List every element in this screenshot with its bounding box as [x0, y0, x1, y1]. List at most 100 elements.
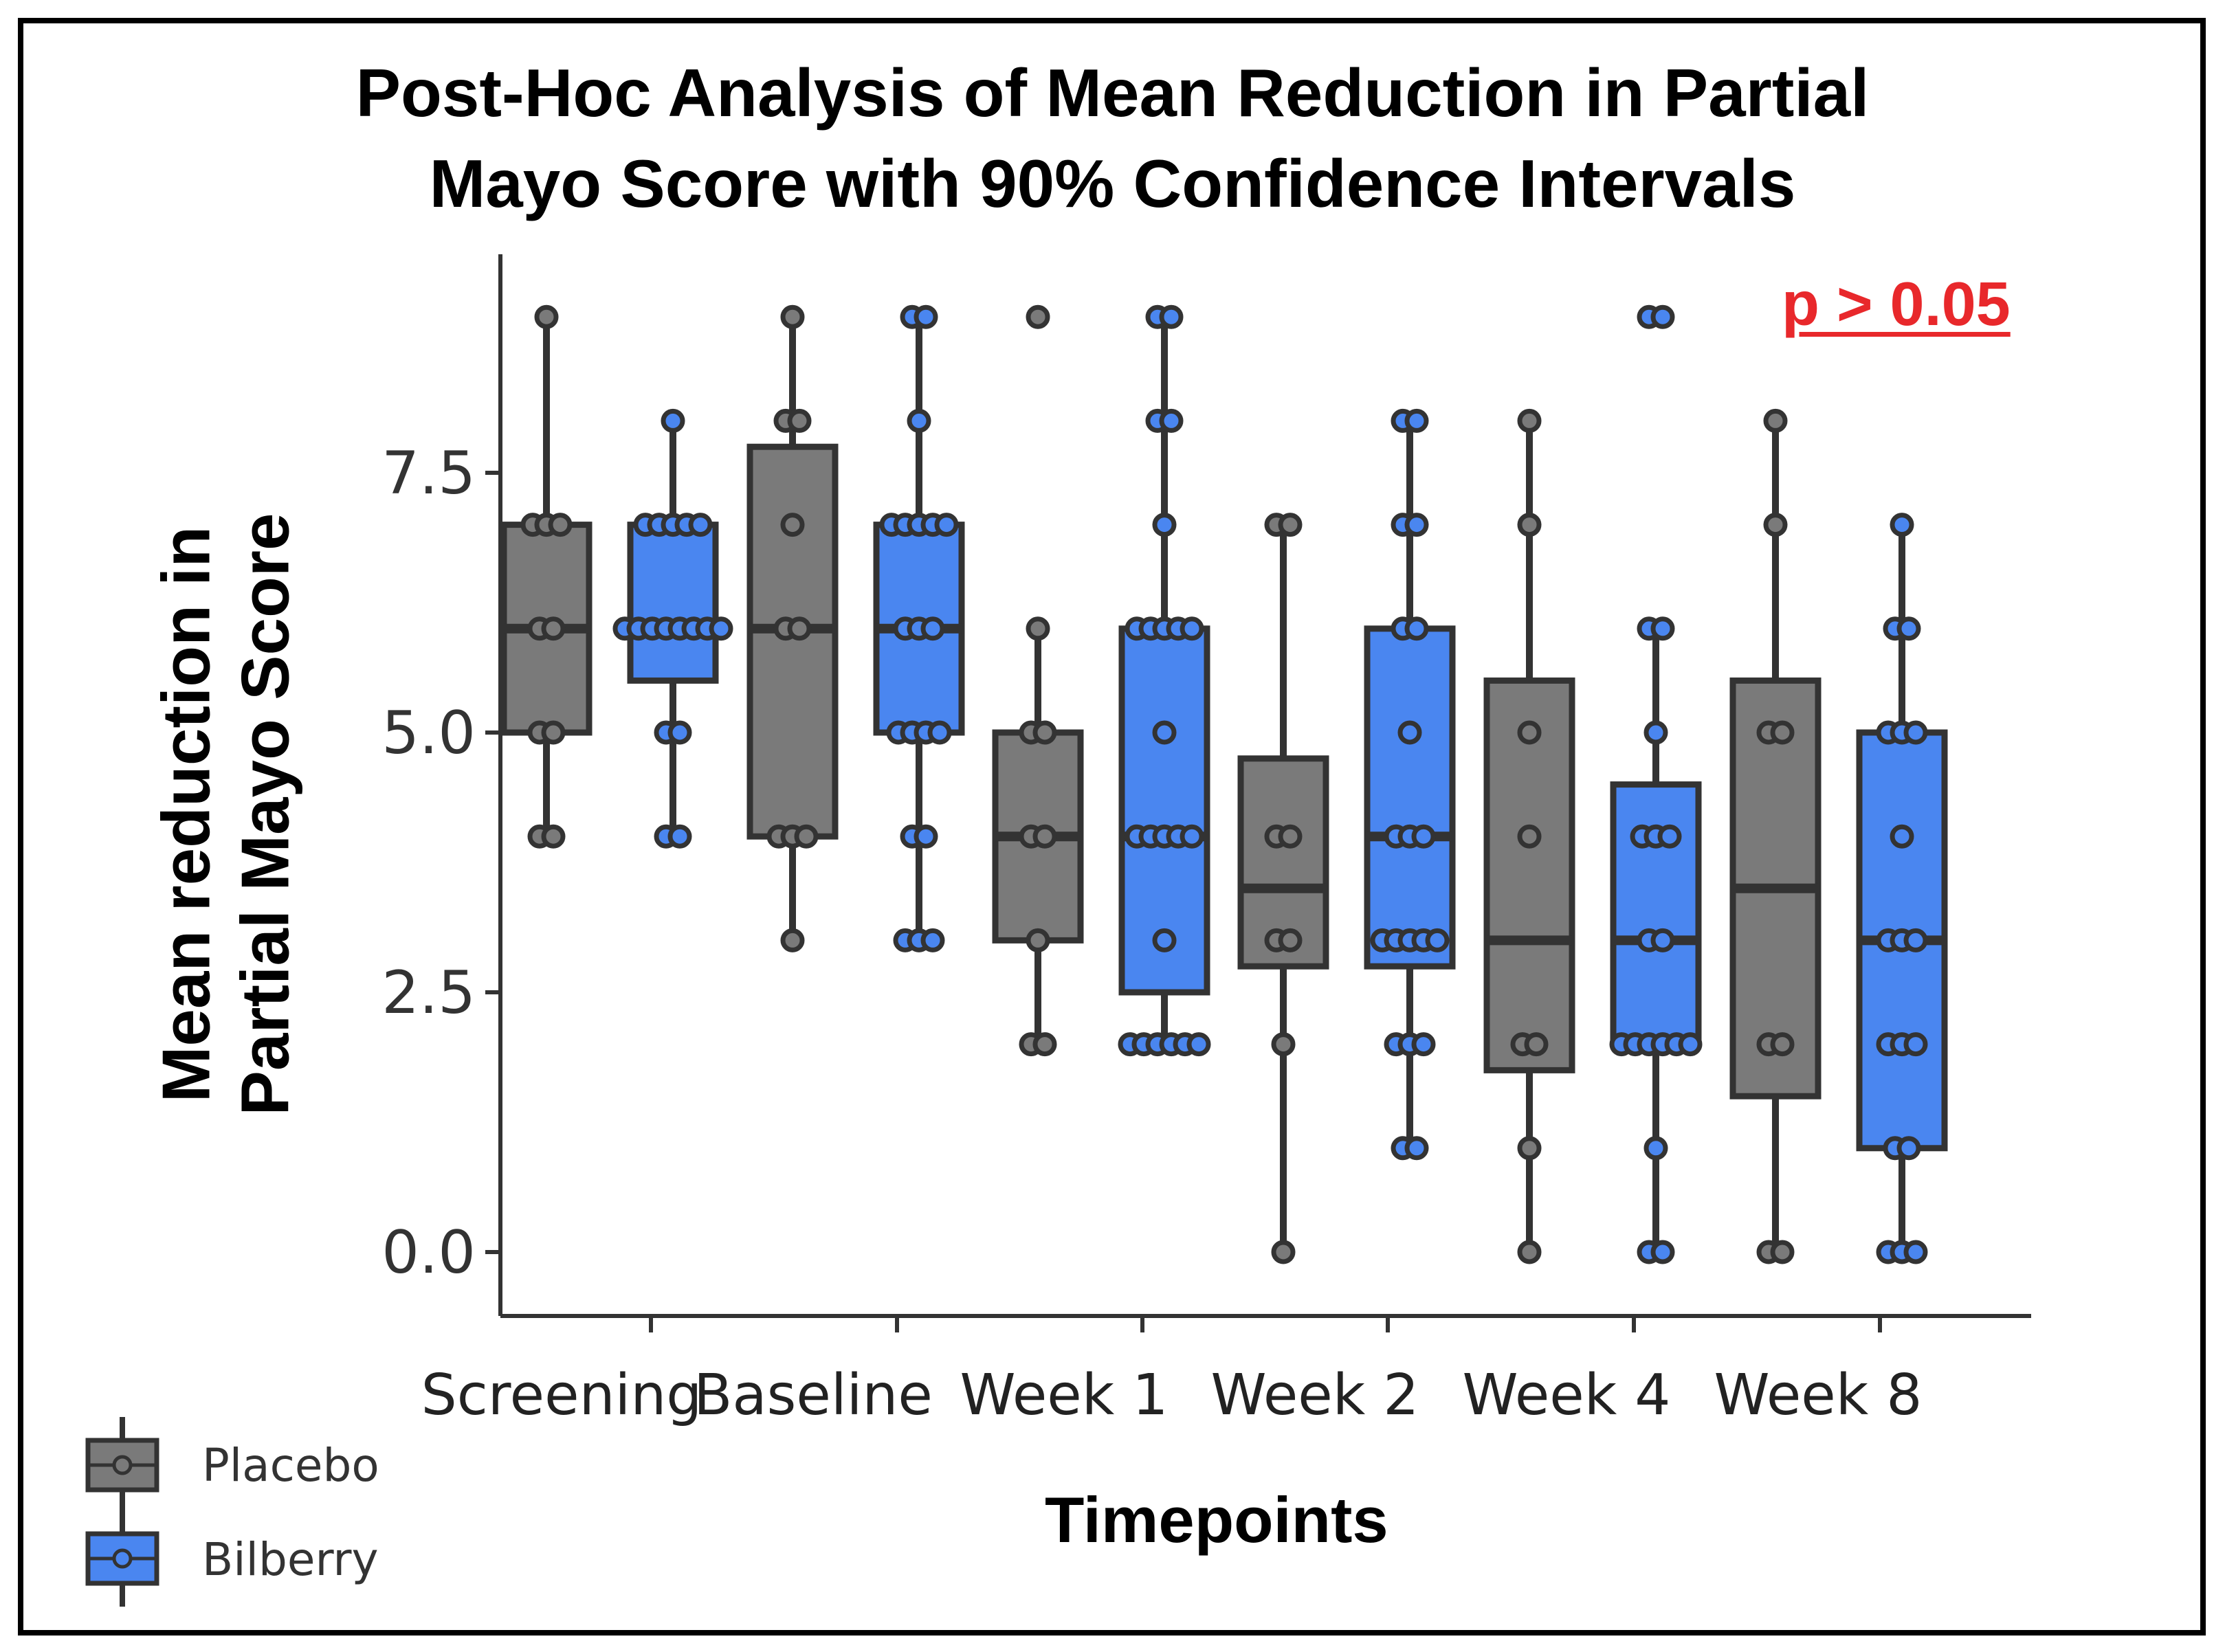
data-point-placebo — [1026, 616, 1050, 641]
data-point-placebo — [1271, 1032, 1296, 1057]
data-point-placebo — [541, 824, 566, 849]
legend-label-placebo: Placebo — [202, 1439, 379, 1492]
data-point-bilberry — [1903, 1032, 1928, 1057]
x-tick-label: Week 2 — [1211, 1363, 1419, 1428]
data-point-bilberry — [934, 513, 959, 537]
data-point-bilberry — [1404, 1136, 1429, 1161]
y-tick-label: 0.0 — [381, 1218, 476, 1287]
data-point-placebo — [1271, 1240, 1296, 1264]
data-point-bilberry — [1903, 1240, 1928, 1264]
data-point-bilberry — [1657, 824, 1682, 849]
data-point-placebo — [1517, 1136, 1542, 1161]
y-tick-label: 2.5 — [381, 959, 476, 1027]
data-point-bilberry — [1159, 408, 1184, 433]
data-point-bilberry — [667, 824, 692, 849]
chart-points — [520, 304, 1928, 1264]
data-point-placebo — [534, 304, 559, 329]
data-point-placebo — [541, 616, 566, 641]
chart-boxes — [500, 317, 1948, 1252]
data-point-placebo — [1026, 928, 1050, 952]
data-point-placebo — [787, 408, 812, 433]
data-point-placebo — [1517, 824, 1542, 849]
x-tick-label: Screening — [421, 1363, 702, 1428]
data-point-bilberry — [1650, 928, 1675, 952]
data-point-bilberry — [1186, 1032, 1211, 1057]
data-point-bilberry — [1896, 1136, 1921, 1161]
data-point-bilberry — [1404, 616, 1429, 641]
data-point-bilberry — [1650, 1240, 1675, 1264]
data-point-placebo — [1032, 720, 1057, 745]
data-point-placebo — [1032, 1032, 1057, 1057]
data-point-bilberry — [1404, 408, 1429, 433]
data-point-placebo — [1770, 1032, 1795, 1057]
legend-label-bilberry: Bilberry — [202, 1533, 379, 1586]
data-point-placebo — [1517, 720, 1542, 745]
data-point-placebo — [548, 513, 573, 537]
data-point-bilberry — [661, 408, 685, 433]
data-point-bilberry — [1411, 824, 1436, 849]
data-point-placebo — [1517, 513, 1542, 537]
y-tick-label: 5.0 — [381, 699, 476, 768]
chart-title-line-1: Post-Hoc Analysis of Mean Reduction in P… — [355, 55, 1870, 131]
data-point-bilberry — [927, 720, 952, 745]
data-point-bilberry — [1411, 1032, 1436, 1057]
data-point-bilberry — [1152, 513, 1177, 537]
x-tick-label: Week 8 — [1714, 1363, 1923, 1428]
data-point-placebo — [1026, 304, 1050, 329]
data-point-bilberry — [907, 408, 931, 433]
data-point-placebo — [787, 616, 812, 641]
x-tick-label: Baseline — [694, 1363, 933, 1428]
data-point-bilberry — [1890, 824, 1914, 849]
data-point-bilberry — [1678, 1032, 1703, 1057]
data-point-bilberry — [1180, 616, 1204, 641]
data-point-placebo — [1517, 408, 1542, 433]
data-point-placebo — [1278, 928, 1303, 952]
data-point-bilberry — [920, 928, 945, 952]
data-point-bilberry — [1903, 720, 1928, 745]
figure-frame — [18, 18, 2206, 1636]
data-point-placebo — [780, 304, 805, 329]
y-tick-label: 7.5 — [381, 439, 476, 508]
data-point-bilberry — [914, 304, 938, 329]
y-axis-label-line-1: Mean reduction in — [147, 526, 223, 1103]
data-point-bilberry — [1903, 928, 1928, 952]
data-point-placebo — [1770, 720, 1795, 745]
data-point-bilberry — [920, 616, 945, 641]
data-point-bilberry — [667, 720, 692, 745]
data-point-placebo — [1770, 1240, 1795, 1264]
data-point-bilberry — [1890, 513, 1914, 537]
data-point-bilberry — [709, 616, 733, 641]
legend-icon-bilberry-point — [112, 1548, 133, 1569]
box-placebo — [746, 443, 839, 840]
chart-title-line-2: Mayo Score with 90% Confidence Intervals — [429, 146, 1796, 221]
data-point-bilberry — [1650, 304, 1675, 329]
data-point-placebo — [1278, 513, 1303, 537]
data-point-placebo — [1032, 824, 1057, 849]
data-point-bilberry — [1650, 616, 1675, 641]
x-tick-label: Week 1 — [960, 1363, 1169, 1428]
data-point-placebo — [1524, 1032, 1549, 1057]
x-axis-label: Timepoints — [1045, 1484, 1388, 1556]
data-point-bilberry — [1643, 720, 1668, 745]
data-point-bilberry — [1152, 720, 1177, 745]
box-bilberry — [1364, 625, 1456, 970]
data-point-bilberry — [1397, 720, 1422, 745]
box-bilberry — [1610, 781, 1702, 1048]
chart-legend — [85, 1417, 159, 1607]
data-point-bilberry — [1404, 513, 1429, 537]
data-point-bilberry — [1180, 824, 1204, 849]
data-point-bilberry — [1425, 928, 1450, 952]
data-point-placebo — [541, 720, 566, 745]
data-point-placebo — [780, 513, 805, 537]
data-point-bilberry — [914, 824, 938, 849]
x-tick-label: Week 4 — [1463, 1363, 1671, 1428]
y-axis-label-line-2: Partial Mayo Score — [226, 513, 302, 1116]
data-point-placebo — [780, 928, 805, 952]
legend-icon-placebo-point — [112, 1455, 133, 1475]
data-point-placebo — [1763, 408, 1788, 433]
data-point-placebo — [1517, 1240, 1542, 1264]
box-placebo — [1483, 677, 1575, 1073]
box-bilberry — [627, 522, 719, 684]
data-point-placebo — [1278, 824, 1303, 849]
